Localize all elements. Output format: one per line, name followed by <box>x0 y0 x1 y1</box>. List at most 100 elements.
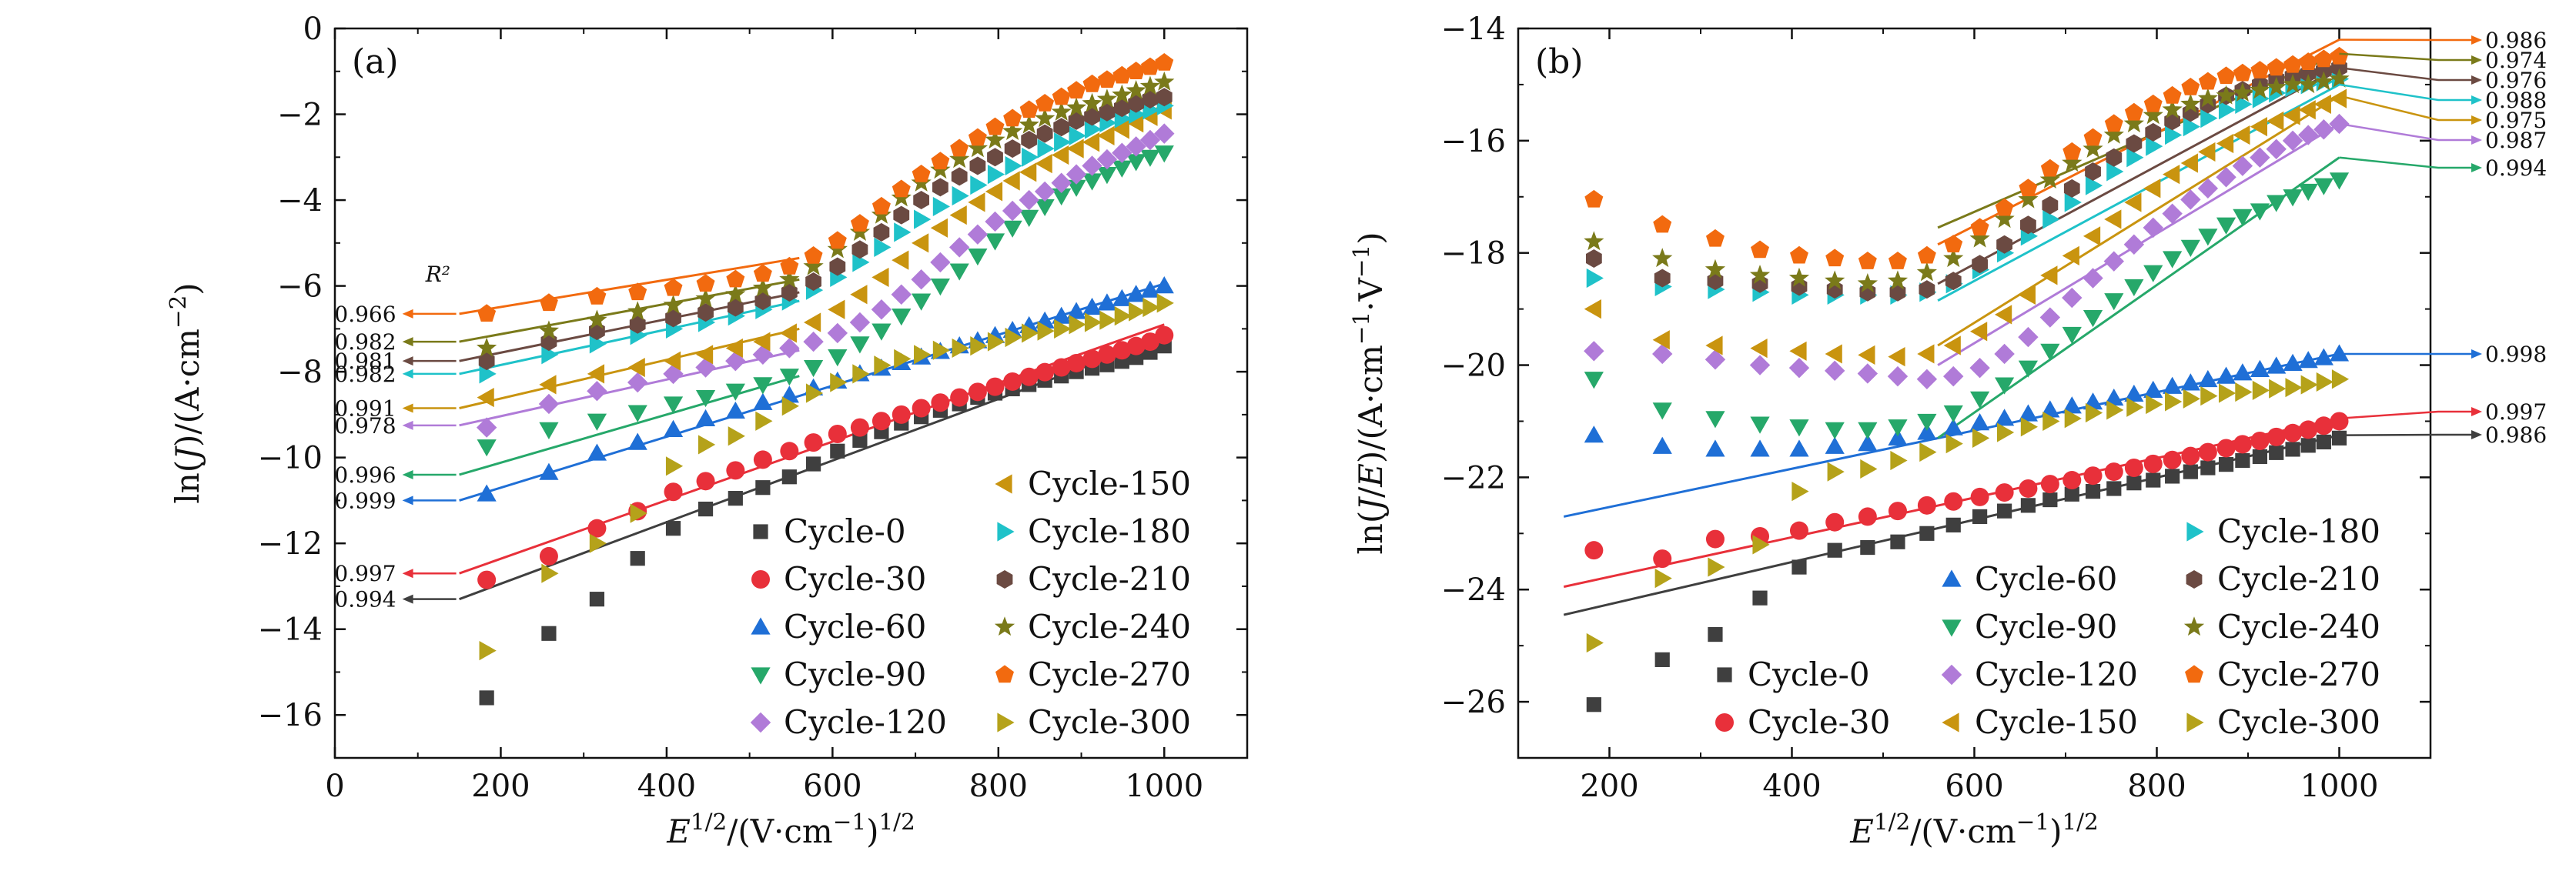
legend-marker <box>995 474 1012 494</box>
series-cycle-60 <box>1584 344 2350 457</box>
legend-label: Cycle-60 <box>784 608 926 646</box>
data-point <box>1995 377 2015 395</box>
data-point <box>873 222 890 242</box>
y-tick-label: −8 <box>277 355 323 390</box>
panel-letter: (b) <box>1535 42 1584 82</box>
data-point <box>587 286 607 305</box>
data-point <box>1052 358 1071 377</box>
data-point <box>1789 419 1809 437</box>
data-point <box>1156 88 1173 107</box>
series-cycle-120 <box>1584 113 2350 389</box>
data-point <box>2106 148 2123 167</box>
data-point <box>2252 380 2270 400</box>
data-point <box>2198 229 2218 246</box>
data-point <box>1155 53 1174 71</box>
r2-arrowhead <box>402 469 413 479</box>
data-point <box>1888 252 1907 269</box>
data-point <box>2283 353 2303 371</box>
data-point <box>1705 259 1726 279</box>
data-point <box>1890 450 1908 471</box>
legend-label: Cycle-0 <box>1748 656 1870 693</box>
data-point <box>891 284 912 305</box>
data-point <box>2126 148 2144 168</box>
legend-marker <box>1715 713 1734 732</box>
data-point <box>587 443 607 461</box>
data-point <box>696 274 715 292</box>
data-point <box>2104 209 2122 229</box>
data-point <box>2250 79 2270 99</box>
data-point <box>477 484 497 502</box>
data-point <box>1140 332 1159 352</box>
data-point <box>1140 57 1159 75</box>
data-point <box>1917 422 1937 440</box>
data-point <box>1054 132 1072 152</box>
fit-line-cycle-120 <box>459 349 800 427</box>
data-point <box>1749 265 1771 285</box>
data-point <box>1066 302 1086 319</box>
data-point <box>2200 460 2216 476</box>
data-point <box>1919 442 1937 462</box>
data-point <box>892 405 911 424</box>
data-point <box>1994 209 2015 229</box>
data-point <box>539 293 558 312</box>
data-point <box>1052 188 1072 206</box>
legend-item: Cycle-300 <box>2186 703 2380 741</box>
data-point <box>894 349 912 369</box>
data-point <box>2039 307 2061 328</box>
data-point <box>1888 347 1905 367</box>
data-point <box>589 592 605 607</box>
data-point <box>912 165 931 182</box>
data-point <box>1051 172 1072 193</box>
r2-arrowhead <box>2471 55 2482 65</box>
data-point <box>1082 173 1102 191</box>
data-point <box>1096 88 1118 108</box>
fit-line-cycle-150 <box>459 327 800 409</box>
data-point <box>1096 149 1118 170</box>
legend-label: Cycle-90 <box>784 656 926 693</box>
legend-item: Cycle-180 <box>2186 512 2380 550</box>
data-point <box>1035 93 1055 112</box>
data-point <box>1825 249 1845 267</box>
data-point <box>2269 379 2287 399</box>
data-point <box>2283 423 2303 442</box>
legend-label: Cycle-300 <box>2217 703 2380 741</box>
legend-marker <box>1717 667 1732 682</box>
series-cycle-150 <box>477 100 1172 408</box>
data-point <box>2282 74 2303 94</box>
data-point <box>985 117 1005 135</box>
data-point <box>1970 391 1990 409</box>
data-point <box>1945 434 1963 454</box>
data-point <box>2040 475 2059 494</box>
y-tick-label: −10 <box>258 441 323 476</box>
data-point <box>780 442 799 461</box>
data-point <box>1825 436 1845 454</box>
data-point <box>2085 402 2103 423</box>
data-point <box>912 233 929 253</box>
data-point <box>1888 428 1908 446</box>
data-point <box>1066 97 1087 117</box>
r2-arrowhead <box>402 337 413 347</box>
data-point <box>2316 434 2331 450</box>
x-tick-label: 800 <box>969 769 1028 804</box>
data-point <box>2085 484 2101 499</box>
r2-arrowhead <box>2471 407 2482 416</box>
data-point <box>2266 76 2287 96</box>
data-point <box>1084 312 1102 332</box>
data-point <box>2063 179 2080 198</box>
data-point <box>589 533 607 553</box>
x-tick-label: 1000 <box>2300 769 2379 804</box>
data-point <box>2163 85 2182 104</box>
data-point <box>892 179 911 198</box>
legend-item: Cycle-240 <box>2183 608 2380 646</box>
data-point <box>1943 405 1963 423</box>
data-point <box>2329 344 2350 362</box>
data-point <box>828 231 847 249</box>
y-tick-label: −20 <box>1441 349 1506 384</box>
data-point <box>1789 341 1807 361</box>
data-point <box>948 237 970 258</box>
data-point <box>1917 344 1935 364</box>
data-point <box>2250 359 2270 377</box>
data-point <box>2298 100 2316 120</box>
data-point <box>2283 55 2303 73</box>
